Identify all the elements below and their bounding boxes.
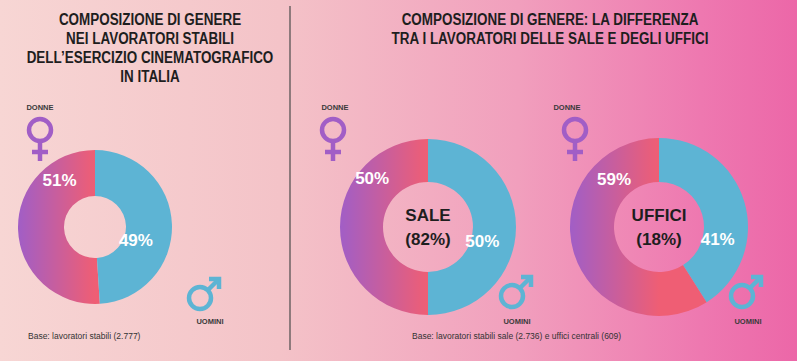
data-label: 49%	[119, 231, 153, 250]
divider	[289, 6, 290, 350]
data-label: 41%	[701, 230, 735, 249]
chart-title: COMPOSIZIONE DI GENERE: LA DIFFERENZA TR…	[357, 10, 743, 48]
base-note: Base: lavoratori stabili (2.777)	[28, 331, 140, 341]
category-label: UOMINI	[503, 317, 530, 326]
category-label: DONNE	[321, 103, 348, 112]
donut-chart: 51% 49% DONNE UOMINI	[18, 103, 224, 326]
category-label: DONNE	[553, 103, 580, 112]
center-label: UFFICI	[632, 206, 687, 225]
donut-slice	[340, 139, 428, 315]
female-symbol	[564, 119, 586, 161]
female-symbol	[322, 119, 344, 161]
data-label: 51%	[42, 171, 76, 190]
share-label: (82%)	[405, 230, 450, 249]
category-label: DONNE	[26, 103, 53, 112]
male-symbol	[731, 277, 761, 307]
share-label: (18%)	[636, 230, 681, 249]
category-label: UOMINI	[196, 317, 223, 326]
donut-chart: 59% 41% UFFICI (18%) DONNE UOMINI	[553, 103, 761, 326]
category-label: UOMINI	[734, 317, 761, 326]
base-note: Base: lavoratori stabili sale (2.736) e …	[412, 331, 621, 341]
chart-title: COMPOSIZIONE DI GENERE NEI LAVORATORI ST…	[16, 10, 285, 86]
data-label: 59%	[597, 170, 631, 189]
donut-slice	[18, 150, 100, 304]
female-symbol	[29, 119, 51, 161]
donut-chart: 50% 50% SALE (82%) DONNE UOMINI	[321, 103, 531, 326]
data-label: 50%	[355, 169, 389, 188]
male-symbol	[189, 279, 219, 309]
data-label: 50%	[465, 232, 499, 251]
male-symbol	[501, 277, 531, 307]
donut-slice	[95, 150, 172, 304]
center-label: SALE	[405, 206, 450, 225]
